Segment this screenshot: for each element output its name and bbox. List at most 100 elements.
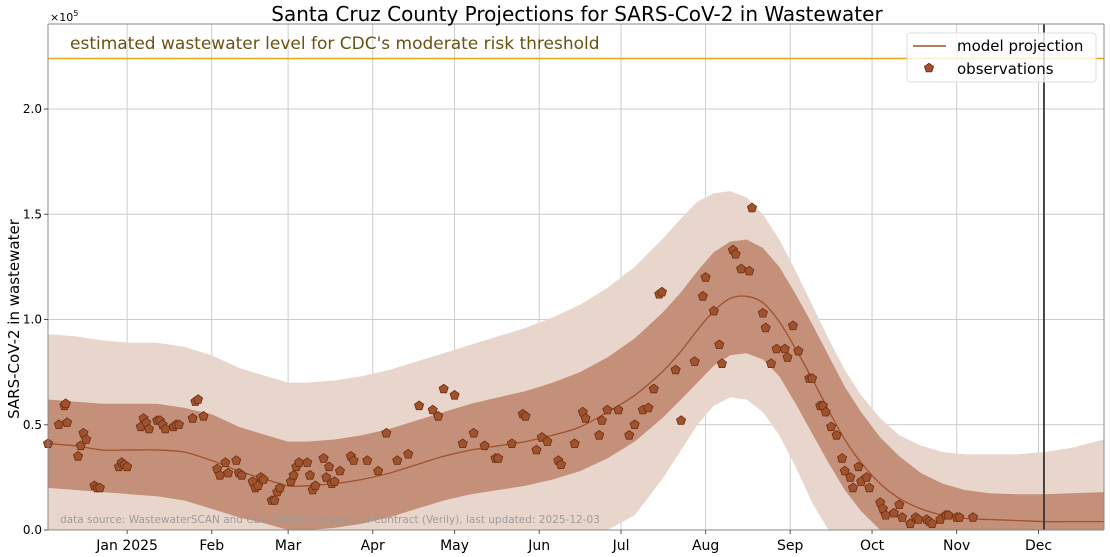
x-tick-label: Jun [527,538,550,554]
x-tick-label: Nov [943,538,970,554]
y-tick-label: 2.0 [23,102,42,116]
observation-point [779,343,790,354]
observation-point [531,444,542,455]
y-tick-label: 1.0 [23,313,42,327]
x-tick-label: Jul [612,538,630,554]
observation-point [888,507,899,518]
observation-point [736,263,747,274]
observation-point [897,512,908,522]
observation-point [853,461,864,472]
observation-point [310,480,321,491]
observation-point [744,265,755,276]
observation-point [820,406,831,417]
tick-labels: 0.0 0.5 1.0 1.5 2.0 Jan 2025 Feb Mar Apr May Jun Ju… [23,102,1052,554]
observation-point [714,339,725,350]
observation-point [624,430,635,440]
legend-label-model-projection: model projection [957,37,1083,55]
observation-point [831,430,842,440]
observation-point [414,400,425,411]
observation-point [220,457,231,467]
observation-point [793,345,804,356]
threshold-label: estimated wastewater level for CDC's mod… [70,34,600,54]
observation-point [864,482,875,493]
observation-point [542,436,553,446]
observation-point [468,427,479,438]
observation-point [656,286,667,297]
observation-point [321,472,332,482]
observation-point [787,320,798,331]
y-tick-label: 1.5 [23,207,42,221]
observation-point [62,417,73,427]
observation-point [457,438,468,449]
model-projection-group [47,295,1104,523]
observation-point [613,404,624,415]
observation-point [520,411,531,421]
observation-point [334,465,345,476]
observation-point [837,453,848,463]
observation-point [223,467,234,478]
observation-point [766,358,777,369]
observation-point [288,470,299,480]
observation-point [676,415,687,425]
observation-point [231,455,242,465]
observation-point [689,356,700,366]
y-scale-base: ×10 [50,11,73,24]
observation-point [269,495,280,505]
chart-title: Santa Cruz County Projections for SARS-C… [271,2,883,26]
legend: model projection observations [906,32,1097,83]
observation-point [697,291,708,301]
observation-point [602,404,613,415]
observation-point [479,440,490,451]
observation-point [839,465,850,476]
observation-point [757,307,768,318]
observation-point [173,419,184,430]
observation-point [449,390,460,400]
observation-point [94,482,105,493]
observation-point [708,305,719,316]
observation-point [81,434,92,444]
y-tick-label: 0.0 [23,523,42,537]
observation-point [716,358,727,369]
observation-point [629,419,640,430]
legend-box [906,32,1097,83]
observation-point [304,470,315,480]
legend-label-observations: observations [957,60,1054,78]
y-scale-offset: ×105 [50,9,78,24]
observation-point [427,404,438,415]
observation-point [894,499,905,510]
observation-point [438,383,449,394]
x-tick-label: Feb [199,538,224,554]
observation-point [329,476,340,486]
observation-point [373,465,384,476]
observation-point [807,373,818,383]
observation-point [594,430,605,440]
observation-point [670,364,681,375]
observation-point [700,272,711,282]
observation-point [362,455,373,465]
observation-point [60,398,71,409]
observation-point [954,512,965,522]
observation-point [643,402,654,413]
observation-point [433,411,444,421]
observation-point [143,423,154,434]
observation-point [861,472,872,482]
observation-point [258,474,269,484]
observation-point [730,248,741,259]
observation-point [968,512,979,522]
observation-point [493,453,504,463]
observation-point [274,482,285,493]
observation-point [324,461,335,472]
x-tick-label: Sep [777,538,804,554]
observation-point [826,421,837,432]
observation-point [569,438,580,449]
observation-point [746,202,758,213]
observation-point [122,461,133,472]
observation-point [847,482,858,493]
observation-point [348,455,359,465]
observations-group [42,202,979,528]
observation-point [302,457,313,467]
observation-point [318,453,329,463]
y-scale-exponent: 5 [73,9,78,18]
observation-point [845,472,856,482]
